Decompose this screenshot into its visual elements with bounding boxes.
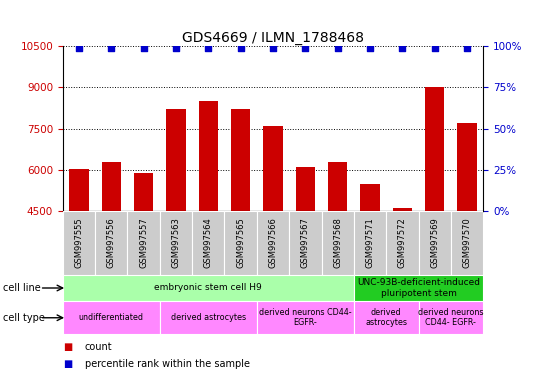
Point [204,45,213,51]
Point [171,45,180,51]
Point [430,45,439,51]
Text: GSM997557: GSM997557 [139,217,148,268]
Text: GSM997572: GSM997572 [398,217,407,268]
Bar [63,275,354,301]
Bar [102,162,121,335]
Bar [328,162,347,335]
Point [139,45,148,51]
Text: GSM997566: GSM997566 [269,217,277,268]
Bar [95,211,127,275]
Text: percentile rank within the sample: percentile rank within the sample [85,359,250,369]
Bar [322,211,354,275]
Text: cell line: cell line [3,283,40,293]
Bar [263,126,283,335]
Text: ■: ■ [63,359,72,369]
Bar [360,184,379,335]
Bar [295,167,315,335]
Text: undifferentiated: undifferentiated [79,313,144,322]
Text: embryonic stem cell H9: embryonic stem cell H9 [155,283,262,293]
Point [75,45,84,51]
Point [236,45,245,51]
Bar [257,211,289,275]
Text: GSM997563: GSM997563 [171,217,181,268]
Bar [134,173,153,335]
Text: cell type: cell type [3,313,45,323]
Text: UNC-93B-deficient-induced
pluripotent stem: UNC-93B-deficient-induced pluripotent st… [357,278,480,298]
Bar [386,211,419,275]
Text: GSM997565: GSM997565 [236,217,245,268]
Bar [458,123,477,335]
Bar [425,87,444,335]
Point [301,45,310,51]
Text: GSM997570: GSM997570 [462,217,472,268]
Bar [63,211,95,275]
Text: GSM997569: GSM997569 [430,217,439,268]
Bar [393,209,412,335]
Bar [167,109,186,335]
Bar [63,301,160,334]
Text: GSM997571: GSM997571 [365,217,375,268]
Bar [354,275,483,301]
Point [333,45,342,51]
Text: GSM997568: GSM997568 [333,217,342,268]
Point [462,45,471,51]
Bar [69,169,88,335]
Text: GSM997556: GSM997556 [107,217,116,268]
Bar [419,301,483,334]
Bar [289,211,322,275]
Bar [354,301,419,334]
Bar [192,211,224,275]
Text: derived
astrocytes: derived astrocytes [365,308,407,328]
Text: derived astrocytes: derived astrocytes [171,313,246,322]
Point [107,45,116,51]
Bar [354,211,386,275]
Text: derived neurons CD44-
EGFR-: derived neurons CD44- EGFR- [259,308,352,328]
Bar [160,211,192,275]
Text: GSM997564: GSM997564 [204,217,213,268]
Text: GSM997555: GSM997555 [74,218,84,268]
Point [366,45,375,51]
Bar [224,211,257,275]
Text: ■: ■ [63,342,72,352]
Point [398,45,407,51]
Bar [160,301,257,334]
Bar [127,211,160,275]
Bar [419,211,451,275]
Bar [231,109,251,335]
Text: derived neurons
CD44- EGFR-: derived neurons CD44- EGFR- [418,308,484,328]
Text: count: count [85,342,112,352]
Bar [257,301,354,334]
Bar [199,101,218,335]
Text: GSM997567: GSM997567 [301,217,310,268]
Point [269,45,277,51]
Bar [451,211,483,275]
Title: GDS4669 / ILMN_1788468: GDS4669 / ILMN_1788468 [182,31,364,45]
